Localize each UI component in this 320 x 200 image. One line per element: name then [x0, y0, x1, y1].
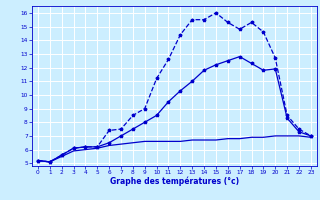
X-axis label: Graphe des températures (°c): Graphe des températures (°c): [110, 177, 239, 186]
